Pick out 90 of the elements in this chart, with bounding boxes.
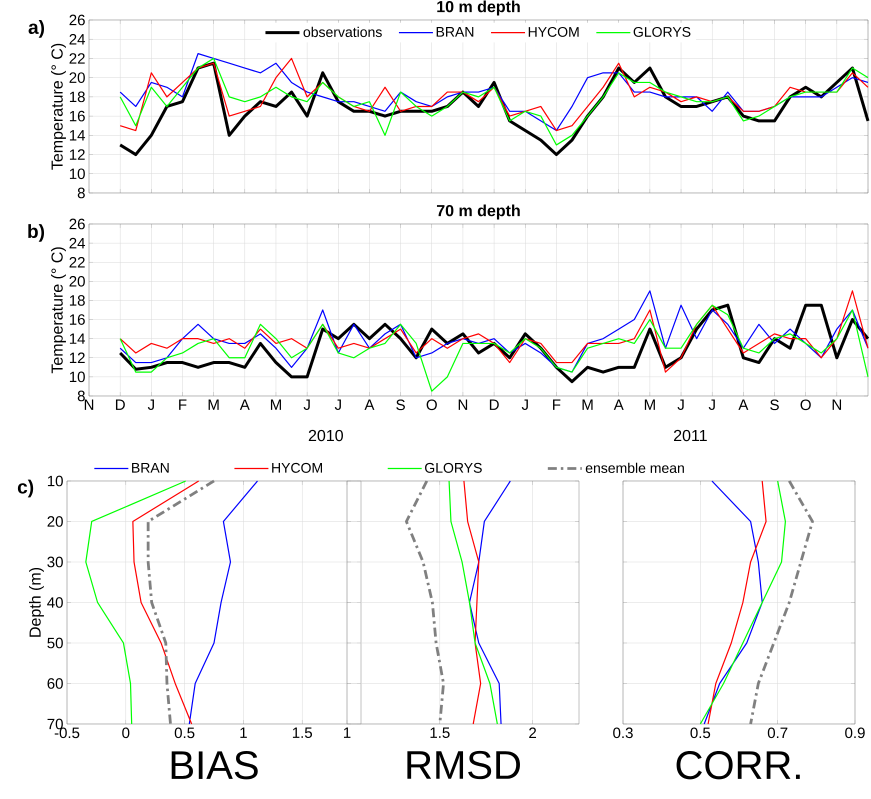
x-tick-label: -0.5 xyxy=(54,728,80,738)
legend-label: observations xyxy=(304,26,382,38)
y-tick-label: 12 xyxy=(70,352,85,363)
y-tick-label: 24 xyxy=(70,34,86,44)
x-tick-label: D xyxy=(116,400,125,410)
x-tick-label: 1 xyxy=(240,728,247,738)
x-tick-label: D xyxy=(490,400,499,410)
legend-label: GLORYS xyxy=(425,462,482,473)
x-tick-label: N xyxy=(458,400,468,410)
y-tick-label: 50 xyxy=(47,638,63,648)
line-series xyxy=(120,290,869,373)
x-tick-label: A xyxy=(738,400,748,410)
x-tick-label: O xyxy=(426,400,437,410)
legend-label: HYCOM xyxy=(528,26,579,37)
x-tick-label: F xyxy=(553,400,560,410)
y-axis-title: Temperature (° C) xyxy=(51,247,66,374)
y-tick-label: 30 xyxy=(47,556,63,568)
y-tick-label: 26 xyxy=(70,14,85,26)
x-tick-label: 1.5 xyxy=(430,728,450,738)
y-tick-label: 16 xyxy=(70,110,85,122)
y-tick-label: 18 xyxy=(70,295,85,306)
legend-label: HYCOM xyxy=(272,462,322,473)
x-tick-label: S xyxy=(396,400,405,410)
y-tick-label: 26 xyxy=(70,218,85,230)
x-tick-label: 0.7 xyxy=(768,728,788,738)
y-tick-label: 40 xyxy=(47,597,63,608)
y-tick-label: 20 xyxy=(70,276,85,287)
y-tick-label: 60 xyxy=(48,678,63,689)
y-tick-label: 8 xyxy=(78,188,85,198)
x-tick-label: J xyxy=(522,400,528,410)
x-tick-label: F xyxy=(179,400,186,410)
x-tick-label: 0.3 xyxy=(613,728,633,738)
line-series xyxy=(85,480,186,725)
text: c) xyxy=(18,480,34,498)
x-axis-title: CORR. xyxy=(676,751,800,780)
y-axis-title: Depth (m) xyxy=(29,568,44,637)
y-tick-label: 10 xyxy=(48,476,63,486)
y-tick-label: 10 xyxy=(70,372,85,382)
x-tick-label: M xyxy=(582,400,593,410)
x-tick-label: M xyxy=(270,400,281,410)
y-tick-label: 22 xyxy=(70,53,85,64)
legend-label: BRAN xyxy=(436,27,474,37)
y-tick-label: 14 xyxy=(70,333,86,344)
x-tick-label: J xyxy=(304,400,310,410)
line-series xyxy=(146,480,216,726)
x-tick-label: A xyxy=(240,400,250,410)
x-tick-label: J xyxy=(678,400,684,410)
y-tick-label: 8 xyxy=(78,390,85,402)
y-tick-label: 16 xyxy=(70,314,85,325)
x-tick-label: M xyxy=(644,400,655,410)
x-tick-label: 0 xyxy=(122,728,130,738)
y-tick-label: 10 xyxy=(70,168,85,180)
y-tick-label: 24 xyxy=(70,238,86,248)
y-tick-label: 70 xyxy=(48,718,63,730)
x-tick-label: 2 xyxy=(529,728,536,738)
text: 2011 xyxy=(674,430,707,442)
text: b) xyxy=(28,224,44,242)
chart-title: 10 m depth xyxy=(437,0,520,16)
y-axis-title: Temperature (° C) xyxy=(51,44,66,170)
x-tick-label: M xyxy=(208,400,219,410)
y-tick-label: 20 xyxy=(48,516,63,527)
x-tick-label: 0.5 xyxy=(174,728,194,738)
x-tick-label: O xyxy=(800,400,811,410)
y-tick-label: 18 xyxy=(70,92,85,102)
x-tick-label: 0.5 xyxy=(690,728,710,738)
line-series xyxy=(132,480,200,725)
x-tick-label: 1 xyxy=(344,728,350,738)
x-tick-label: A xyxy=(614,400,624,410)
x-tick-label: J xyxy=(148,400,154,410)
chart-title: 70 m depth xyxy=(436,204,520,220)
y-tick-label: 14 xyxy=(70,130,86,140)
x-tick-label: S xyxy=(770,400,779,410)
legend-label: BRAN xyxy=(132,462,169,473)
x-tick-label: J xyxy=(708,400,715,410)
legend-label: GLORYS xyxy=(634,26,690,37)
x-tick-label: 0.9 xyxy=(845,728,865,738)
x-axis-title: BIAS xyxy=(172,751,258,780)
line-series xyxy=(188,480,258,725)
y-tick-label: 20 xyxy=(70,72,85,83)
y-tick-label: 12 xyxy=(70,149,85,160)
x-tick-label: N xyxy=(84,400,94,410)
x-tick-label: N xyxy=(832,400,842,410)
text: 2010 xyxy=(308,430,343,442)
x-axis-title: RMSD xyxy=(407,750,520,780)
x-tick-label: A xyxy=(364,400,374,410)
x-tick-label: J xyxy=(334,400,341,410)
x-tick-label: 1.5 xyxy=(292,728,312,738)
y-tick-label: 22 xyxy=(70,256,85,268)
legend-label: ensemble mean xyxy=(586,462,684,473)
text: a) xyxy=(28,20,44,38)
